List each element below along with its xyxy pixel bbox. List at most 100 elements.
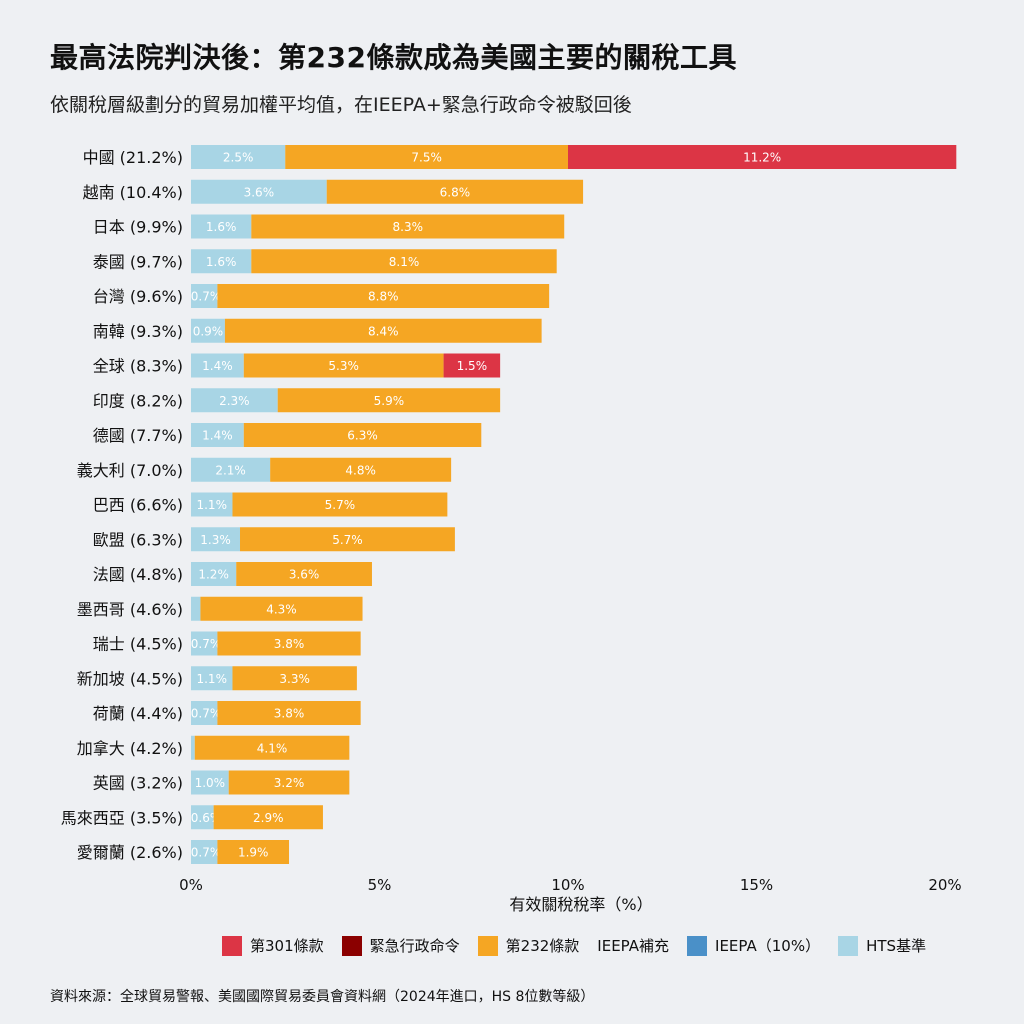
bar-value-label: 8.4% <box>368 324 399 338</box>
bar-segment <box>191 735 195 760</box>
category-label: 中國 (21.2%) <box>83 148 183 167</box>
bar-segment <box>200 596 363 621</box>
bar-value-label: 0.7% <box>191 846 222 860</box>
category-label: 墨西哥 (4.6%) <box>77 600 183 619</box>
category-label: 德國 (7.7%) <box>93 426 183 445</box>
bar-segment <box>217 840 290 864</box>
bar-segment <box>191 284 218 308</box>
bar-value-label: 6.3% <box>347 429 378 443</box>
bar-segment <box>191 423 244 447</box>
legend-label: 緊急行政命令 <box>369 937 460 955</box>
bar-value-label: 1.0% <box>195 776 226 790</box>
legend-item: 第232條款 <box>477 935 580 956</box>
bar-segment <box>191 840 218 864</box>
bar-segment <box>277 388 501 413</box>
stacked-bar-chart: 中國 (21.2%) 2.5% 7.5% 11.2% 越南 (10.4%) 3.6% 6.8… <box>61 145 962 914</box>
bar-value-label: 2.5% <box>223 151 254 165</box>
bar-segment <box>191 353 244 378</box>
x-tick-label: 15% <box>740 876 773 894</box>
category-label: 加拿大 (4.2%) <box>77 739 183 758</box>
bar-value-label: 0.7% <box>191 290 222 304</box>
bar-segment <box>191 805 214 830</box>
bar-value-label: 2.1% <box>215 463 246 477</box>
bar-segment <box>217 631 361 656</box>
bar-value-label: 3.8% <box>274 637 305 651</box>
bar-value-label: 1.3% <box>200 533 231 547</box>
bar-segment <box>191 492 233 517</box>
bar-value-label: 3.6% <box>244 185 275 199</box>
category-label: 巴西 (6.6%) <box>93 496 183 515</box>
bar-value-label: 8.8% <box>368 290 399 304</box>
category-label: 瑞士 (4.5%) <box>93 635 183 654</box>
category-label: 荷蘭 (4.4%) <box>93 704 183 723</box>
category-label: 法國 (4.8%) <box>93 565 183 584</box>
bar-value-label: 1.4% <box>202 359 233 373</box>
legend-item: 第301條款 <box>222 935 324 956</box>
bar-value-label: 7.5% <box>411 151 442 165</box>
bar-segment <box>236 562 372 586</box>
bar-segment <box>285 145 568 169</box>
category-label: 越南 (10.4%) <box>83 183 183 202</box>
bar-segment <box>191 701 218 725</box>
bar-value-label: 2.9% <box>253 811 284 825</box>
bar-segment <box>251 214 565 239</box>
legend-swatch <box>838 935 859 956</box>
category-label: 馬來西亞 (3.5%) <box>61 808 183 827</box>
bar-segment <box>191 249 252 274</box>
bar-segment <box>240 527 455 552</box>
bar-value-label: 1.6% <box>206 220 237 234</box>
source-note: 資料來源：全球貿易警報、美國國際貿易委員會資料網（2024年進口，HS 8位數等… <box>50 989 595 1005</box>
bar-segment <box>191 318 225 343</box>
bar-segment <box>191 666 233 691</box>
bar-segment <box>326 179 584 204</box>
bar-segment <box>217 284 550 308</box>
category-label: 義大利 (7.0%) <box>77 461 183 480</box>
x-tick-label: 20% <box>928 876 961 894</box>
bar-segment <box>232 666 357 691</box>
x-tick-label: 0% <box>179 876 203 894</box>
bar-value-label: 5.9% <box>374 394 405 408</box>
legend-swatch <box>222 935 242 956</box>
category-label: 泰國 (9.7%) <box>93 252 183 271</box>
category-label: 南韓 (9.3%) <box>93 322 183 341</box>
bar-value-label: 1.9% <box>238 846 269 860</box>
bar-value-label: 1.2% <box>198 568 229 582</box>
bar-segment <box>213 805 323 830</box>
bar-value-label: 5.3% <box>328 359 359 373</box>
bar-value-label: 1.5% <box>457 359 488 373</box>
bar-value-label: 8.3% <box>393 220 424 234</box>
bar-value-label: 1.6% <box>206 255 237 269</box>
bar-segment <box>232 492 448 517</box>
bar-value-label: 1.4% <box>202 429 233 443</box>
bar-segment <box>251 249 557 274</box>
legend-item: IEEPA（10%） <box>687 935 820 956</box>
bar-segment <box>191 596 201 621</box>
bar-segment <box>243 353 444 378</box>
chart-subtitle: 依關稅層級劃分的貿易加權平均值，在IEEPA+緊急行政命令被駁回後 <box>50 94 632 116</box>
legend-label: 第301條款 <box>250 937 324 955</box>
x-tick-label: 5% <box>368 876 392 894</box>
bar-value-label: 5.7% <box>332 533 363 547</box>
bar-segment <box>270 457 452 482</box>
bar-value-label: 3.3% <box>279 672 310 686</box>
chart-title: 最高法院判決後：第232條款成為美國主要的關稅工具 <box>50 41 737 74</box>
bar-value-label: 4.1% <box>257 741 288 755</box>
category-label: 台灣 (9.6%) <box>93 287 183 306</box>
bar-value-label: 2.3% <box>219 394 250 408</box>
bar-value-label: 0.9% <box>193 324 224 338</box>
legend: 第301條款 緊急行政命令 第232條款 IEEPA補充 IEEPA（10%） HTS基準 <box>222 935 944 956</box>
legend-item: IEEPA補充 <box>597 935 669 956</box>
bar-segment <box>194 735 350 760</box>
bar-segment <box>191 770 229 795</box>
bar-segment <box>228 770 350 795</box>
legend-label: 第232條款 <box>505 937 580 955</box>
x-axis-title: 有效關稅稅率（%） <box>509 895 652 914</box>
bar-value-label: 0.7% <box>191 637 222 651</box>
legend-label: HTS基準 <box>866 937 927 955</box>
bar-segment <box>568 145 957 169</box>
bar-value-label: 4.8% <box>345 463 376 477</box>
bar-segment <box>443 353 501 378</box>
bar-value-label: 1.1% <box>196 672 227 686</box>
bar-value-label: 8.1% <box>389 255 420 269</box>
legend-swatch <box>477 935 498 956</box>
